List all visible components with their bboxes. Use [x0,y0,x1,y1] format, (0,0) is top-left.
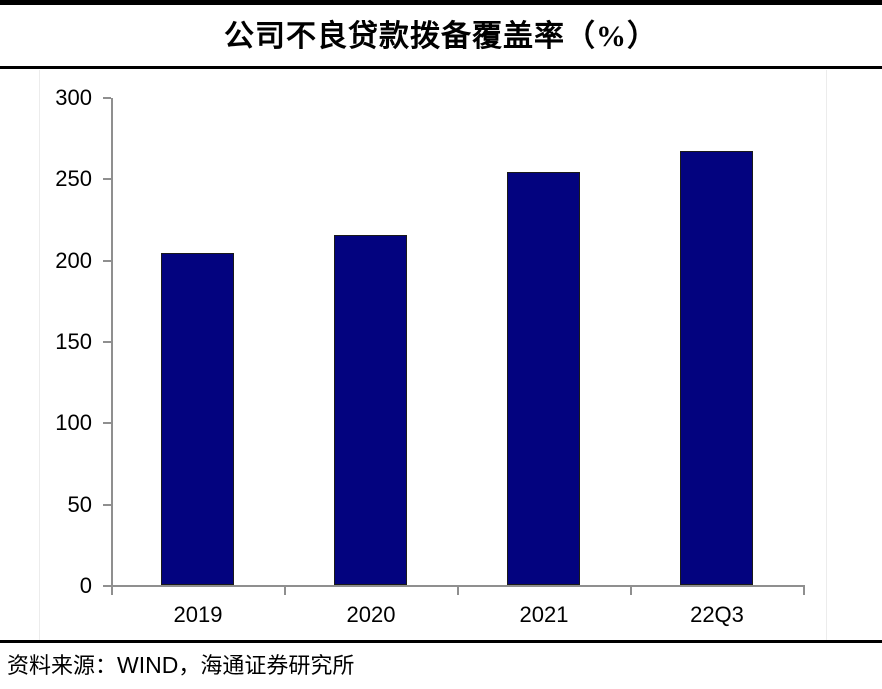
x-axis-tick [457,587,459,595]
bar-22Q3 [680,151,753,585]
x-axis-category-label: 22Q3 [690,602,744,627]
y-axis-tick-label: 0 [79,573,92,598]
y-axis-tick-label: 250 [55,166,92,192]
top-border-line [0,0,882,5]
x-axis-tick [111,587,113,595]
chart-left-edge-line [39,70,40,640]
source-agency: WIND [117,652,179,678]
source-label: 资料来源： [7,653,118,678]
bar-2021 [507,172,580,585]
y-axis-tick [103,503,111,506]
bottom-border-line [0,640,882,643]
x-axis-category-label: 2019 [173,602,223,627]
y-axis-tick [103,585,111,587]
chart-title: 公司不良贷款拨备覆盖率（%） [224,20,658,53]
y-axis-tick-label: 150 [55,329,92,354]
y-axis-tick [103,341,111,343]
title-divider-line [0,66,882,69]
y-axis-line [111,98,113,588]
y-axis-tick-label: 300 [55,85,92,110]
x-axis-category-label: 2021 [519,602,569,627]
chart-right-edge-line [826,70,827,640]
y-axis-tick [103,422,111,425]
x-axis-tick [630,587,632,595]
source-note: 资料来源：WIND，海通证券研究所 [7,649,354,682]
x-axis-tick [803,587,805,595]
x-axis-line [111,585,805,587]
bar-2020 [334,235,407,585]
y-axis-tick-label: 200 [55,247,92,273]
x-axis-category-label: 2020 [346,602,396,627]
x-axis-tick [284,587,286,595]
y-axis-tick [103,178,111,181]
y-axis-tick [103,97,111,99]
y-axis-tick [103,259,111,262]
y-axis-tick-label: 100 [55,410,92,436]
y-axis-tick-label: 50 [67,491,92,517]
source-institution: ，海通证券研究所 [178,653,355,678]
bar-2019 [161,253,234,585]
